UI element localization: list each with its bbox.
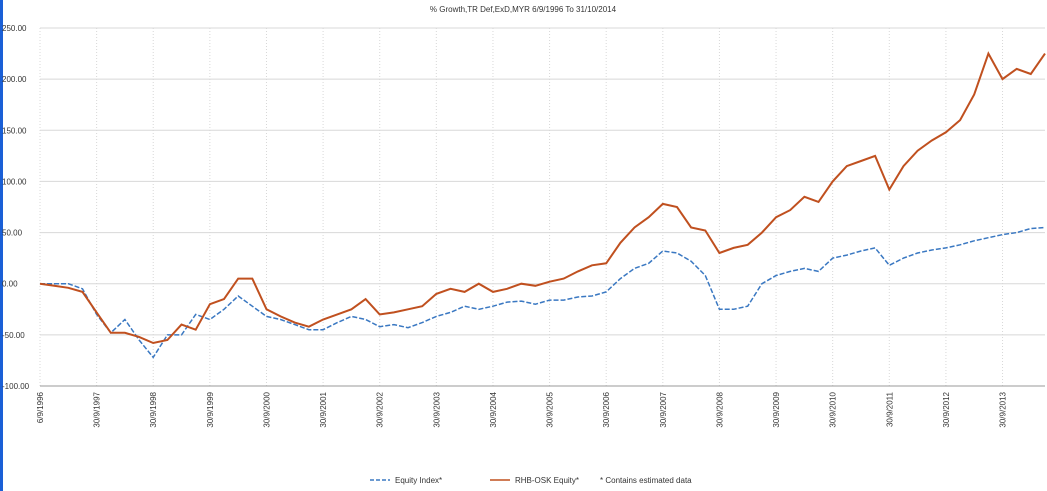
x-tick-label: 30/9/2006: [602, 391, 611, 427]
legend-label: RHB-OSK Equity*: [515, 476, 579, 485]
y-tick-label: 100.00: [2, 177, 27, 186]
x-tick-label: 30/9/2011: [885, 391, 894, 427]
y-tick-label: 50.00: [2, 229, 23, 238]
x-tick-label: 30/9/2007: [659, 391, 668, 427]
series-line: [39, 51, 1046, 345]
y-tick-label: 0.00: [2, 280, 18, 289]
x-tick-label: 30/9/1997: [93, 391, 102, 427]
series-line: [40, 226, 1046, 359]
x-tick-label: 30/9/2004: [489, 391, 498, 427]
y-tick-label: 200.00: [2, 75, 27, 84]
chart-title: % Growth,TR Def,ExD,MYR 6/9/1996 To 31/1…: [430, 5, 617, 14]
legend-label: Equity Index*: [395, 476, 442, 485]
x-tick-label: 30/9/2010: [829, 391, 838, 427]
x-tick-label: 30/9/2013: [999, 391, 1008, 427]
x-tick-label: 30/9/2003: [432, 391, 441, 427]
x-tick-label: 30/9/2012: [942, 391, 951, 427]
x-tick-label: 30/9/2000: [262, 391, 271, 427]
x-tick-label: 30/9/2008: [715, 391, 724, 427]
x-tick-label: 30/9/2005: [546, 391, 555, 427]
y-tick-label: -100.00: [2, 382, 30, 391]
legend-note: * Contains estimated data: [600, 476, 692, 485]
x-tick-label: 30/9/2009: [772, 391, 781, 427]
x-tick-label: 30/9/2002: [376, 391, 385, 427]
x-tick-label: 30/9/2001: [319, 391, 328, 427]
y-tick-label: 250.00: [2, 24, 27, 33]
x-tick-label: 30/9/1999: [206, 391, 215, 427]
x-tick-label: 30/9/1998: [149, 391, 158, 427]
y-tick-label: 150.00: [2, 126, 27, 135]
y-tick-label: -50.00: [2, 331, 25, 340]
left-border: [0, 0, 3, 491]
x-tick-label: 6/9/1996: [36, 391, 45, 423]
